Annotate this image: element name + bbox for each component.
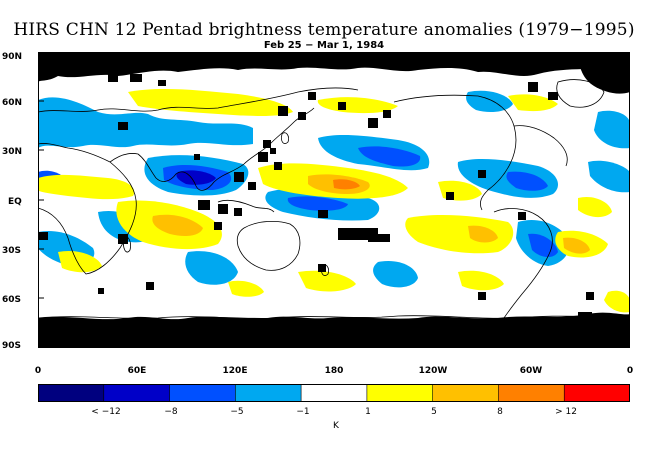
strong-negative-anomaly-regions <box>176 170 216 185</box>
colorbar-label-5neg: −5 <box>230 407 244 417</box>
colorbar-swatch <box>432 384 500 402</box>
lon-label-60e: 60E <box>127 366 147 376</box>
colorbar-swatch <box>563 384 630 402</box>
lat-label-60n: 60N <box>2 98 23 108</box>
lat-label-60s: 60S <box>2 295 22 305</box>
anomaly-map <box>38 52 630 348</box>
moderate-positive-anomaly-regions <box>152 174 590 254</box>
lon-label-60w: 60W <box>519 366 543 376</box>
colorbar-swatch <box>38 384 105 402</box>
colorbar-swatch <box>235 384 302 402</box>
coastlines <box>38 79 630 319</box>
missing-data-regions <box>38 52 630 348</box>
colorbar-swatch <box>169 384 237 402</box>
colorbar <box>38 384 630 402</box>
colorbar-label-1: 1 <box>365 407 371 417</box>
colorbar-swatch <box>366 384 434 402</box>
map-frame <box>38 52 630 348</box>
colorbar-unit: K <box>333 421 339 431</box>
map-subtitle: Feb 25 − Mar 1, 1984 <box>263 40 385 51</box>
strong-positive-anomaly-regions <box>333 179 360 190</box>
lat-label-90n: 90N <box>2 52 23 62</box>
colorbar-swatch <box>498 384 566 402</box>
colorbar-label-lt-12: < −12 <box>91 407 121 417</box>
lon-label-120e: 120E <box>222 366 248 376</box>
lon-label-0: 0 <box>34 366 42 376</box>
lat-label-eq: EQ <box>8 197 22 207</box>
lon-label-0-right: 0 <box>626 366 634 376</box>
colorbar-label-8neg: −8 <box>164 407 178 417</box>
lon-label-120w: 120W <box>418 366 448 376</box>
lat-label-30s: 30S <box>2 246 22 256</box>
colorbar-label-1neg: −1 <box>296 407 310 417</box>
lat-label-30n: 30N <box>2 147 23 157</box>
colorbar-label-8: 8 <box>497 407 503 417</box>
colorbar-swatch <box>103 384 171 402</box>
colorbar-label-gt-12: > 12 <box>555 407 577 417</box>
lat-label-90s: 90S <box>2 341 22 351</box>
colorbar-label-5: 5 <box>431 407 437 417</box>
colorbar-swatch <box>300 384 368 402</box>
map-title: HIRS CHN 12 Pentad brightness temperatur… <box>13 20 635 40</box>
lon-label-180: 180 <box>324 366 344 376</box>
